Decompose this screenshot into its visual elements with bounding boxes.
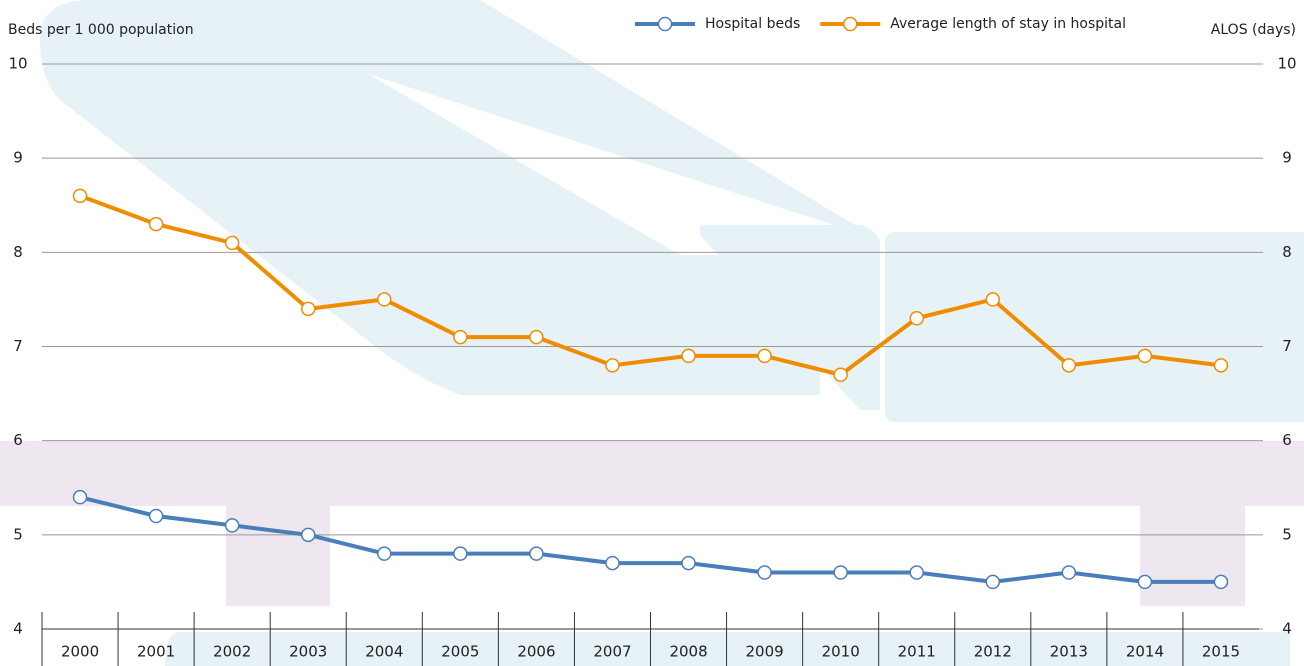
- data-point: [834, 368, 847, 381]
- data-point: [530, 331, 543, 344]
- data-point: [454, 547, 467, 560]
- x-tick-label: 2012: [974, 643, 1012, 661]
- x-tick-label: 2011: [898, 643, 936, 661]
- data-point: [682, 349, 695, 362]
- x-tick-label: 2014: [1126, 643, 1164, 661]
- x-tick-label: 2013: [1050, 643, 1088, 661]
- data-point: [150, 218, 163, 231]
- data-point: [682, 557, 695, 570]
- y-tick-label: 8: [13, 243, 23, 261]
- x-tick-label: 2001: [137, 643, 175, 661]
- y-tick-label: 7: [13, 337, 23, 355]
- legend-marker: [844, 18, 857, 31]
- data-point: [1138, 575, 1151, 588]
- data-point: [910, 566, 923, 579]
- y2-tick-label: 8: [1282, 243, 1292, 261]
- x-tick-label: 2008: [669, 643, 707, 661]
- data-point: [1214, 575, 1227, 588]
- x-tick-label: 2003: [289, 643, 327, 661]
- data-point: [454, 331, 467, 344]
- data-point: [226, 519, 239, 532]
- y-tick-label: 10: [8, 55, 27, 73]
- data-point: [378, 547, 391, 560]
- data-point: [302, 302, 315, 315]
- data-point: [834, 566, 847, 579]
- data-point: [758, 349, 771, 362]
- y2-tick-label: 7: [1282, 337, 1292, 355]
- data-point: [74, 491, 87, 504]
- y2-tick-label: 5: [1282, 525, 1292, 543]
- y2-axis-title: ALOS (days): [1211, 22, 1296, 38]
- y-axis-title: Beds per 1 000 population: [8, 22, 194, 38]
- y-tick-label: 5: [13, 525, 23, 543]
- data-point: [1062, 359, 1075, 372]
- x-tick-label: 2006: [517, 643, 555, 661]
- data-point: [226, 236, 239, 249]
- data-point: [606, 557, 619, 570]
- data-point: [606, 359, 619, 372]
- y2-tick-label: 10: [1277, 55, 1296, 73]
- data-point: [758, 566, 771, 579]
- legend-label: Average length of stay in hospital: [890, 16, 1126, 32]
- data-point: [1214, 359, 1227, 372]
- data-point: [986, 575, 999, 588]
- background-decoration: [0, 0, 1304, 666]
- x-tick-label: 2007: [593, 643, 631, 661]
- data-point: [378, 293, 391, 306]
- data-point: [1062, 566, 1075, 579]
- x-tick-label: 2004: [365, 643, 403, 661]
- y-tick-label: 6: [13, 431, 23, 449]
- data-point: [74, 189, 87, 202]
- y2-tick-label: 9: [1282, 149, 1292, 167]
- x-tick-label: 2002: [213, 643, 251, 661]
- chart: Beds per 1 000 population ALOS (days) 4 5…: [0, 0, 1304, 666]
- data-point: [150, 510, 163, 523]
- legend-marker: [659, 18, 672, 31]
- legend-label: Hospital beds: [705, 16, 800, 32]
- y2-tick-label: 4: [1282, 620, 1292, 638]
- data-point: [530, 547, 543, 560]
- x-tick-label: 2015: [1202, 643, 1240, 661]
- x-tick-label: 2005: [441, 643, 479, 661]
- y2-tick-label: 6: [1282, 431, 1292, 449]
- data-point: [302, 528, 315, 541]
- data-point: [986, 293, 999, 306]
- y-tick-label: 4: [13, 620, 23, 638]
- data-point: [910, 312, 923, 325]
- y-tick-label: 9: [13, 149, 23, 167]
- x-tick-label: 2000: [61, 643, 99, 661]
- x-tick-label: 2010: [822, 643, 860, 661]
- x-tick-label: 2009: [746, 643, 784, 661]
- data-point: [1138, 349, 1151, 362]
